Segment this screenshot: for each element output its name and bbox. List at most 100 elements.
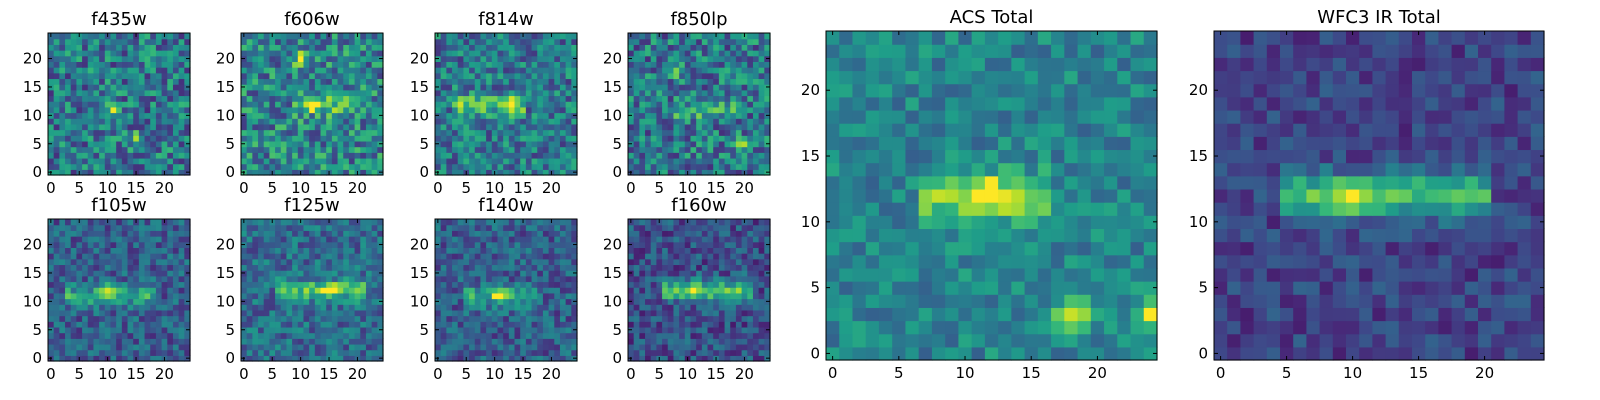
- heatmap-cell: [138, 253, 146, 260]
- heatmap-cell: [662, 343, 669, 351]
- heatmap-cell: [275, 309, 282, 317]
- heatmap-cell: [554, 78, 561, 85]
- heatmap-cell: [486, 72, 493, 80]
- heatmap-cell: [87, 224, 95, 231]
- heatmap-cell: [559, 50, 567, 57]
- heatmap-cell: [297, 129, 305, 136]
- heatmap-cell: [628, 304, 635, 311]
- heatmap-cell: [167, 219, 174, 226]
- heatmap-cell: [258, 135, 265, 142]
- heatmap-cell: [662, 61, 669, 68]
- heatmap-cell: [474, 321, 482, 328]
- heatmap-cell: [354, 106, 361, 114]
- heatmap-cell: [758, 326, 765, 334]
- heatmap-cell: [713, 38, 720, 45]
- heatmap-cell: [707, 106, 714, 114]
- heatmap-cell: [320, 123, 327, 131]
- heatmap-cell: [48, 44, 55, 51]
- heatmap-cell: [309, 309, 316, 317]
- heatmap-cell: [314, 230, 322, 237]
- heatmap-cell: [537, 281, 544, 288]
- heatmap-cell: [741, 140, 748, 148]
- heatmap-cell: [514, 264, 521, 271]
- heatmap-cell: [343, 106, 350, 114]
- y-tick-label: 15: [410, 264, 429, 282]
- heatmap-cell: [548, 146, 555, 153]
- heatmap-cell: [320, 230, 327, 237]
- heatmap-cell: [752, 338, 760, 345]
- heatmap-cell: [542, 152, 550, 159]
- heatmap-cell: [667, 169, 675, 176]
- heatmap-cell: [537, 241, 544, 248]
- heatmap-cell: [542, 332, 550, 339]
- heatmap-cell: [167, 224, 174, 231]
- heatmap-cell: [741, 292, 748, 300]
- heatmap-cell: [480, 157, 487, 165]
- heatmap-cell: [548, 253, 555, 260]
- heatmap-cell: [639, 338, 646, 345]
- heatmap-cell: [548, 247, 555, 254]
- heatmap-cell: [331, 281, 339, 288]
- heatmap-cell: [150, 230, 157, 237]
- heatmap-cell: [525, 270, 533, 277]
- heatmap-cell: [178, 67, 185, 74]
- heatmap-cell: [263, 349, 270, 356]
- heatmap-cell: [331, 304, 339, 311]
- heatmap-cell: [127, 72, 134, 80]
- heatmap-cell: [320, 67, 327, 74]
- heatmap-cell: [735, 135, 743, 142]
- heatmap-cell: [252, 258, 259, 266]
- heatmap-cell: [525, 55, 533, 62]
- heatmap-cell: [469, 61, 476, 68]
- heatmap-cell: [662, 44, 669, 51]
- heatmap-cell: [474, 315, 482, 322]
- heatmap-cell: [110, 287, 117, 294]
- heatmap-cell: [48, 61, 55, 68]
- heatmap-cell: [161, 270, 168, 277]
- heatmap-cell: [486, 298, 493, 305]
- heatmap-cell: [320, 275, 327, 283]
- heatmap-cell: [303, 55, 310, 62]
- heatmap-cell: [752, 332, 760, 339]
- heatmap-cell: [628, 72, 635, 80]
- heatmap-cell: [656, 61, 663, 68]
- heatmap-cell: [525, 84, 533, 91]
- heatmap-cell: [348, 72, 356, 80]
- heatmap-cell: [650, 321, 657, 328]
- heatmap-cell: [76, 72, 83, 80]
- heatmap-cell: [650, 152, 657, 159]
- heatmap-cell: [639, 152, 646, 159]
- heatmap-cell: [184, 332, 191, 339]
- heatmap-cell: [639, 298, 646, 305]
- heatmap-cell: [348, 118, 356, 125]
- heatmap-cell: [684, 118, 692, 125]
- heatmap-cell: [326, 101, 333, 108]
- heatmap-cell: [718, 349, 726, 356]
- heatmap-cell: [275, 169, 282, 176]
- heatmap-cell: [701, 309, 709, 317]
- heatmap-cell: [116, 140, 123, 148]
- heatmap-cell: [633, 321, 640, 328]
- heatmap-cell: [138, 343, 146, 351]
- heatmap-cell: [537, 55, 544, 62]
- heatmap-cell: [144, 78, 151, 85]
- heatmap-cell: [571, 321, 578, 328]
- heatmap-cell: [144, 258, 151, 266]
- heatmap-cell: [70, 287, 77, 294]
- heatmap-cell: [258, 106, 265, 114]
- heatmap-cell: [93, 140, 100, 148]
- heatmap-cell: [365, 84, 373, 91]
- heatmap-cell: [452, 38, 459, 45]
- heatmap-cell: [258, 157, 265, 165]
- heatmap-cell: [138, 241, 146, 248]
- heatmap-cell: [628, 343, 635, 351]
- heatmap-cell: [684, 38, 692, 45]
- heatmap-cell: [263, 152, 270, 159]
- heatmap-cell: [514, 89, 521, 97]
- heatmap-cell: [486, 281, 493, 288]
- heatmap-cell: [286, 152, 293, 159]
- heatmap-cell: [452, 247, 459, 254]
- heatmap-cell: [542, 50, 550, 57]
- heatmap-cell: [667, 135, 675, 142]
- heatmap-cell: [486, 230, 493, 237]
